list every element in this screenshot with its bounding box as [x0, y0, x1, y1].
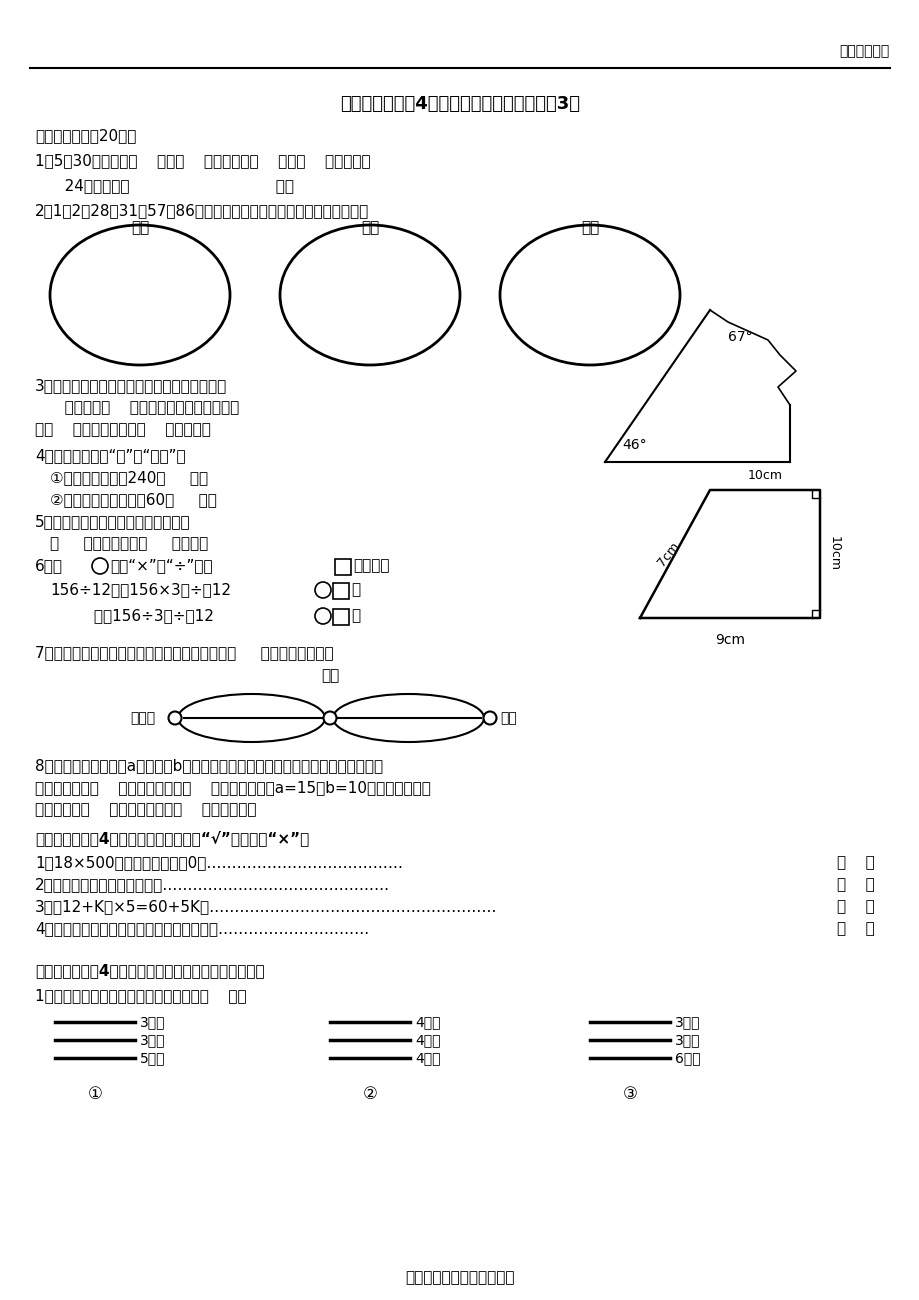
Text: 超市: 超市 [499, 711, 516, 725]
Text: ）: ） [351, 582, 359, 597]
Text: 奇数: 奇数 [130, 220, 149, 235]
Text: ①: ① [87, 1086, 102, 1102]
Text: 一、谨慎填写（20分）: 一、谨慎填写（20分） [35, 127, 136, 143]
Text: （    ）: （ ） [836, 855, 874, 870]
Text: 67°: 67° [727, 330, 752, 344]
Text: 24的因数有（                              ）。: 24的因数有（ ）。 [50, 178, 294, 192]
Text: 8．一张长方形纸，长a厘米，宽b厘米。从这张纸上剪出一个最大的正方形，这个正: 8．一张长方形纸，长a厘米，宽b厘米。从这张纸上剪出一个最大的正方形，这个正 [35, 758, 382, 774]
Text: ③: ③ [622, 1086, 637, 1102]
Text: （    ）: （ ） [836, 878, 874, 892]
Text: 3．（12+K）×5=60+5K。…………………………………………………: 3．（12+K）×5=60+5K。………………………………………………… [35, 900, 497, 914]
Text: 这个角是（    ）度，原来这块纸片的形状: 这个角是（ ）度，原来这块纸片的形状 [50, 400, 239, 415]
Text: 纸的周长是（    ）厘米，面积是（    ）平方厘米。: 纸的周长是（ ）厘米，面积是（ ）平方厘米。 [35, 802, 256, 816]
Ellipse shape [168, 711, 181, 724]
Text: 里填“×”或“÷”，在: 里填“×”或“÷”，在 [110, 558, 212, 573]
Text: ②: ② [362, 1086, 377, 1102]
Text: 二、准确判断（4分）（对的在括号内打“√”，错的打“×”）: 二、准确判断（4分）（对的在括号内打“√”，错的打“×”） [35, 829, 309, 846]
Ellipse shape [483, 711, 496, 724]
Text: 46°: 46° [621, 438, 646, 452]
Text: 4厘米: 4厘米 [414, 1034, 440, 1046]
Text: 3厘米: 3厘米 [140, 1015, 165, 1030]
Text: 10cm: 10cm [746, 469, 782, 482]
Text: ）: ） [351, 608, 359, 623]
Text: 4厘米: 4厘米 [414, 1050, 440, 1065]
Text: 得艺数学培训: 得艺数学培训 [839, 44, 889, 58]
Text: 156÷12＝（156×3）÷（12: 156÷12＝（156×3）÷（12 [50, 582, 231, 597]
Text: 3厘米: 3厘米 [675, 1015, 699, 1030]
Text: 9cm: 9cm [714, 633, 744, 647]
Text: 4．在括号里填上“升”或“毫升”。: 4．在括号里填上“升”或“毫升”。 [35, 448, 186, 463]
Text: 3厘米: 3厘米 [140, 1034, 165, 1046]
Text: 3厘米: 3厘米 [675, 1034, 699, 1046]
Text: 5厘米: 5厘米 [140, 1050, 165, 1065]
Text: 1．5和30两个数，（    ）是（    ）的倍数，（    ）是（    ）的因数。: 1．5和30两个数，（ ）是（ ）的倍数，（ ）是（ ）的因数。 [35, 153, 370, 168]
Text: 6厘米: 6厘米 [675, 1050, 700, 1065]
Text: 3．如右图，一块三角形纸片被撙去了一个角。: 3．如右图，一块三角形纸片被撙去了一个角。 [35, 378, 227, 393]
Text: （    ）: （ ） [836, 900, 874, 914]
Text: 方形的周长是（    ）厘米，面积是（    ）平方厘米。当a=15，b=10时，原来长方形: 方形的周长是（ ）厘米，面积是（ ）平方厘米。当a=15，b=10时，原来长方形 [35, 780, 430, 796]
Text: 三、慎重选择（4分）（把正确答案的序号填在括号里）: 三、慎重选择（4分）（把正确答案的序号填在括号里） [35, 963, 265, 978]
Text: 6．在: 6．在 [35, 558, 62, 573]
Text: 1．18×500，积的末尾有两个0。…………………………………: 1．18×500，积的末尾有两个0。………………………………… [35, 855, 403, 870]
Text: 合数: 合数 [580, 220, 598, 235]
Text: 2．1、2、28、31、57和86这些数可以填入下面的哪些圈里？填一填。: 2．1、2、28、31、57和86这些数可以填入下面的哪些圈里？填一填。 [35, 203, 369, 218]
Text: 小红家: 小红家 [130, 711, 154, 725]
Bar [335, 559, 351, 575]
Text: 2．梯形不可能是轴对称图形。………………………………………: 2．梯形不可能是轴对称图形。……………………………………… [35, 878, 390, 892]
Text: ②一个电热水器能盛汴60（     ）。: ②一个电热水器能盛汴60（ ）。 [50, 491, 217, 507]
Text: ①一瓶椰子汁约有240（     ）。: ①一瓶椰子汁约有240（ ）。 [50, 471, 208, 485]
Text: 7．如图：小红从家出发，经过学校去超市，有（     ）条路可以选择。: 7．如图：小红从家出发，经过学校去超市，有（ ）条路可以选择。 [35, 645, 334, 660]
Text: 是（    ）三角形，也是（    ）三角形。: 是（ ）三角形，也是（ ）三角形。 [35, 422, 210, 437]
Bar [333, 608, 348, 625]
Text: 4厘米: 4厘米 [414, 1015, 440, 1030]
Text: 苏教版小学数学4年级下册期末模拟测试题（3）: 苏教版小学数学4年级下册期末模拟测试题（3） [340, 95, 579, 113]
Text: 1．下面三组小棒，不能围成三角形的是（    ）。: 1．下面三组小棒，不能围成三角形的是（ ）。 [35, 988, 246, 1004]
Ellipse shape [323, 711, 336, 724]
Text: 得艺家教让您放心的好家教: 得艺家教让您放心的好家教 [404, 1270, 515, 1284]
Text: （    ）: （ ） [836, 920, 874, 936]
Text: 10cm: 10cm [827, 537, 840, 572]
Text: ＝（156÷3）÷（12: ＝（156÷3）÷（12 [50, 608, 213, 623]
Text: 5．右边梯形的上底与下底长度的和是: 5．右边梯形的上底与下底长度的和是 [35, 514, 190, 529]
Text: （     ）厘米，高是（     ）厘米。: （ ）厘米，高是（ ）厘米。 [50, 536, 208, 551]
Text: 里填数。: 里填数。 [353, 558, 389, 573]
Text: 素数: 素数 [360, 220, 379, 235]
Text: 4．一个自然数越大，它的因数个数就越多。…………………………: 4．一个自然数越大，它的因数个数就越多。………………………… [35, 920, 369, 936]
Text: 学校: 学校 [321, 668, 339, 683]
Bar [333, 582, 348, 599]
Text: 7cm: 7cm [654, 540, 681, 568]
